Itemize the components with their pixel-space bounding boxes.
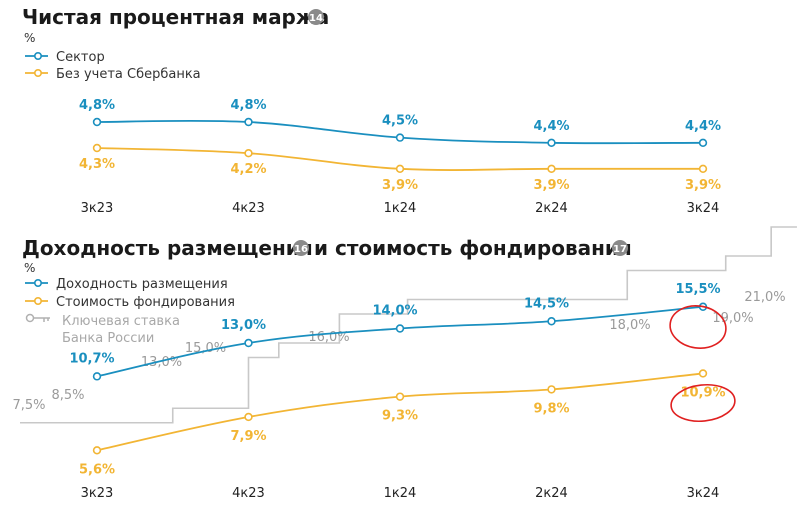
chart2-legend-marker-yield [33, 278, 42, 287]
chart2-legend-funding: Стоимость фондирования [56, 295, 235, 310]
highlight-circle-yield [669, 305, 727, 349]
chart1-data-label-0-0: 4,8% [79, 98, 115, 113]
chart2-data-label-1-2: 9,3% [382, 409, 418, 424]
chart1-data-label-0-2: 4,5% [382, 114, 418, 129]
chart1-point-0-0 [92, 117, 102, 127]
chart2-xtick-3: 2к24 [535, 486, 568, 501]
chart1-point-0-2 [395, 133, 405, 142]
chart2-point-0-3 [547, 317, 556, 326]
chart1-data-label-1-2: 3,9% [382, 178, 418, 193]
chart2-badge1-number: 16 [294, 244, 308, 255]
chart2-legend: Доходность размещения Стоимость фондиров… [25, 277, 235, 346]
chart2-point-1-3 [547, 385, 556, 394]
chart1-point-1-1 [244, 149, 253, 158]
chart2-highlights [669, 305, 736, 423]
chart1-point-1-4 [698, 164, 708, 174]
chart2-keyrate-label-7: 19,0% [712, 311, 753, 326]
chart2-point-0-0 [92, 372, 102, 381]
chart2-keyrate-label-6: 18,0% [609, 318, 650, 333]
chart1-point-0-3 [547, 138, 556, 148]
chart1-data-label-1-4: 3,9% [685, 178, 721, 193]
chart1-xtick-1: 4к23 [232, 201, 265, 216]
chart2-keyrate-label-8: 21,0% [744, 290, 785, 305]
chart2-legend-keyrate-line2: Банка России [62, 331, 154, 346]
chart2-data-label-0-2: 14,0% [372, 304, 417, 319]
chart2-badge2: 17 [612, 240, 628, 256]
chart1-point-1-3 [547, 164, 556, 174]
chart1-xtick-0: 3к23 [81, 201, 114, 216]
chart1-data-label-0-1: 4,8% [230, 98, 266, 113]
chart2-data-label-1-4: 10,9% [680, 385, 725, 400]
chart2-point-1-2 [395, 392, 405, 401]
chart1-legend-marker-exsber [33, 69, 42, 78]
chart2-data-label-0-0: 10,7% [69, 351, 114, 366]
chart2-point-0-1 [244, 338, 253, 348]
chart1-unit: % [24, 31, 35, 45]
chart1-data-label-0-3: 4,4% [533, 119, 569, 134]
chart2-keyrate-series: 7,5%8,5%13,0%15,0%16,0%18,0% 19,0%21,0% [12, 226, 797, 424]
chart1-legend-marker-sector [33, 51, 42, 60]
chart2-xtick-2: 1к24 [384, 486, 417, 501]
chart2-data-label-1-1: 7,9% [230, 429, 266, 444]
chart2-unit: % [24, 261, 35, 275]
chart2-xtick-1: 4к23 [232, 486, 265, 501]
chart2-plot: 10,7% 13,0% 14,0% 14,5% 15,5% 5,6% 7,9% 9,3% 9,8… [69, 282, 725, 478]
chart2-keyrate-label-4: 15,0% [185, 341, 226, 356]
chart1-legend-sector: Сектор [56, 50, 105, 65]
chart1-data-label-1-1: 4,2% [230, 162, 266, 177]
chart2-data-label-1-3: 9,8% [533, 401, 569, 416]
chart1-badge-number: 14 [309, 13, 323, 24]
chart2-badge2-number: 17 [613, 244, 627, 255]
chart1-point-0-4 [698, 138, 708, 148]
chart1-data-label-1-3: 3,9% [533, 178, 569, 193]
chart1-xtick-4: 3к24 [687, 201, 720, 216]
chart2-point-1-1 [244, 412, 253, 422]
chart2-legend-yield: Доходность размещения [56, 277, 228, 292]
chart1-x-axis: 3к23 4к23 1к24 2к24 3к24 [81, 201, 720, 216]
chart2-title-part2: и стоимость фондирования [314, 236, 632, 260]
chart1-data-label-0-4: 4,4% [685, 119, 721, 134]
chart2-data-label-1-0: 5,6% [79, 462, 115, 477]
chart1-point-0-1 [244, 117, 253, 127]
chart2-xtick-4: 3к24 [687, 486, 720, 501]
chart2-point-0-2 [395, 324, 405, 333]
chart2-title-part1: Доходность размещения [22, 236, 313, 260]
chart1-xtick-3: 2к24 [535, 201, 568, 216]
chart2-badge1: 16 [293, 240, 309, 256]
chart2-point-1-0 [92, 446, 102, 455]
chart2-data-label-0-4: 15,5% [675, 282, 720, 297]
chart2-keyrate-label-0: 7,5% [12, 398, 45, 413]
chart2-keyrate-line [20, 226, 797, 424]
chart2-legend-marker-funding [33, 296, 42, 305]
chart2-legend-keyrate-line1: Ключевая ставка [62, 314, 180, 329]
chart2-data-label-0-1: 13,0% [221, 318, 266, 333]
chart1-title: Чистая процентная маржа [22, 5, 329, 29]
chart1-point-1-2 [395, 164, 405, 174]
key-icon [25, 313, 50, 323]
chart1-xtick-2: 1к24 [384, 201, 417, 216]
chart1-data-label-1-0: 4,3% [79, 157, 115, 172]
chart2-data-label-0-3: 14,5% [524, 296, 569, 311]
chart2-xtick-0: 3к23 [81, 486, 114, 501]
chart1-legend: Сектор Без учета Сбербанка [25, 50, 201, 82]
highlight-circle-funding [670, 383, 736, 423]
chart1-badge: 14 [308, 9, 324, 25]
chart2-point-1-4 [698, 369, 708, 378]
chart1-legend-exsber: Без учета Сбербанка [56, 67, 201, 82]
chart1-plot: 4,8% 4,8% 4,5% 4,4% 4,4% 4,3% 4,2% 3,9% 3,9% 3,9% [79, 98, 721, 193]
chart2-keyrate-label-1: 8,5% [51, 388, 84, 403]
chart2-x-axis: 3к23 4к23 1к24 2к24 3к24 [81, 486, 720, 501]
chart1-point-1-0 [92, 143, 102, 153]
